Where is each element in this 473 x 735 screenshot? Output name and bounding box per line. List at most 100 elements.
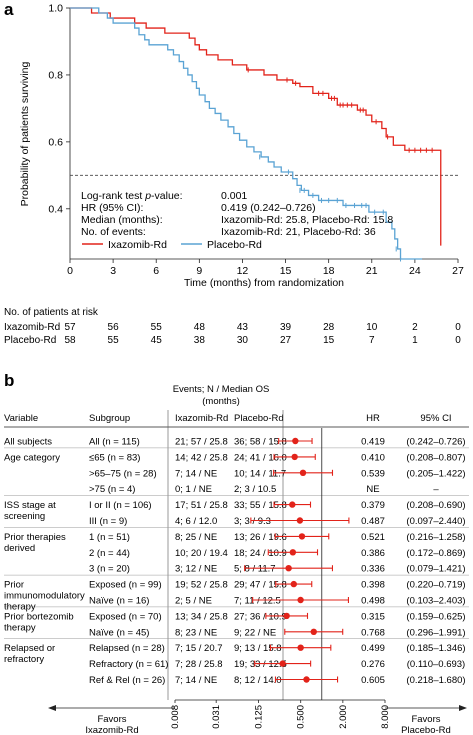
ixazomib-events: 10; 20 / 19.4 — [175, 548, 228, 559]
placebo-events: 5; 8 / 11.7 — [234, 564, 276, 575]
ixazomib-events: 19; 52 / 25.8 — [175, 580, 228, 591]
at-risk-row-label-placebo: Placebo-Rd — [4, 335, 56, 346]
forest-point — [303, 676, 310, 683]
subgroup-label: Naïve (n = 45) — [89, 627, 149, 638]
favors-left-arrowhead — [48, 705, 56, 711]
favors-right: Favors Placebo-Rd — [385, 705, 467, 735]
subgroup-label: 1 (n = 51) — [89, 532, 130, 543]
km-x-tick-label: 24 — [409, 265, 421, 277]
placebo-events: 10; 14 / 11.7 — [234, 468, 286, 479]
ci-value: (0.103–2.403) — [406, 596, 465, 607]
km-x-tick-label: 3 — [110, 265, 116, 277]
ci-value: (0.208–0.690) — [406, 500, 465, 511]
km-x-tick-label: 15 — [280, 265, 292, 277]
km-y-axis-label: Probability of patients surviving — [19, 61, 31, 206]
forest-x-tick-label: 0.500 — [296, 705, 307, 729]
forest-point — [296, 517, 304, 524]
hr-value: 0.498 — [361, 596, 385, 607]
km-x-tick-label: 6 — [153, 265, 159, 277]
subgroup-label: 3 (n = 20) — [89, 564, 130, 575]
km-curve-placebo — [70, 7, 423, 260]
header-placebo: Placebo-Rd — [234, 413, 284, 424]
forest-plot: 0.008 0.031 0.125 0.500 2.000 8.000 — [170, 428, 391, 729]
ixazomib-events: 13; 34 / 25.8 — [175, 611, 228, 622]
hr-value: 0.336 — [361, 564, 385, 575]
forest-point — [310, 628, 317, 635]
forest-point — [297, 644, 304, 651]
at-risk-row-label-ixazomib: Ixazomib-Rd — [4, 322, 60, 333]
km-x-tick-label: 9 — [196, 265, 202, 277]
forest-header: Events; N / Median OS (months) Variable … — [4, 384, 469, 700]
ci-value: (0.242–0.726) — [406, 437, 465, 448]
header-ci: 95% CI — [420, 413, 451, 424]
ci-value: (0.216–1.258) — [406, 532, 465, 543]
placebo-events: 29; 47 / 15.8 — [234, 580, 287, 591]
variable-label: Age category — [4, 452, 60, 463]
subgroup-label: Relapsed (n = 28) — [89, 643, 165, 654]
km-x-tick-label: 12 — [237, 265, 249, 277]
ixazomib-events: 17; 51 / 25.8 — [175, 500, 228, 511]
forest-x-tick-label: 8.000 — [380, 705, 391, 729]
km-y-tick-label: 0.6 — [48, 136, 63, 148]
placebo-events: 9; 13 / 15.8 — [234, 643, 282, 654]
hr-value: 0.276 — [361, 659, 385, 670]
hr-value: 0.379 — [361, 500, 385, 511]
km-x-tick-label: 18 — [323, 265, 335, 277]
header-events: Events; N / Median OS — [173, 384, 270, 395]
ixazomib-events: 0; 1 / NE — [175, 484, 212, 495]
hr-value: 0.386 — [361, 548, 385, 559]
at-risk-value: 1 — [412, 335, 418, 346]
ixazomib-events: 21; 57 / 25.8 — [175, 437, 228, 448]
forest-point — [289, 501, 296, 508]
forest-x-tick-label: 0.125 — [254, 705, 265, 729]
at-risk-value: 56 — [108, 322, 120, 333]
hr-value: 0.521 — [361, 532, 385, 543]
variable-label: derived — [4, 543, 35, 554]
ixazomib-events: 4; 6 / 12.0 — [175, 516, 217, 527]
forest-point — [297, 596, 304, 604]
variable-label: Prior bortezomib — [4, 611, 74, 622]
at-risk-value: 55 — [151, 322, 163, 333]
at-risk-value: 2 — [412, 322, 418, 333]
placebo-events: 36; 58 / 15.8 — [234, 437, 287, 448]
ci-value: (0.097–2.440) — [406, 516, 465, 527]
favors-right-line2: Placebo-Rd — [401, 725, 451, 735]
at-risk-value: 43 — [237, 322, 249, 333]
placebo-events: 2; 3 / 10.5 — [234, 484, 276, 495]
legend-label-placebo: Placebo-Rd — [207, 239, 262, 251]
at-risk-value: 10 — [366, 322, 378, 333]
forest-x-tick-label: 2.000 — [338, 705, 349, 729]
ci-value: (0.218–1.680) — [406, 675, 465, 686]
placebo-events: 18; 24 / 10.9 — [234, 548, 287, 559]
at-risk-value: 0 — [455, 335, 461, 346]
forest-x-tick-label: 0.008 — [170, 705, 181, 729]
forest-point — [289, 549, 297, 556]
stat-events-label: No. of events: — [81, 226, 146, 238]
ci-value: (0.079–1.421) — [406, 564, 465, 575]
placebo-events: 13; 26 / 19.6 — [234, 532, 287, 543]
ixazomib-events: 7; 28 / 25.8 — [175, 659, 223, 670]
placebo-events: 24; 41 / 16.0 — [234, 452, 287, 463]
subgroup-label: 2 (n = 44) — [89, 548, 130, 559]
ixazomib-events: 7; 14 / NE — [175, 468, 217, 479]
hr-value: 0.419 — [361, 437, 385, 448]
km-x-axis-label: Time (months) from randomization — [184, 277, 344, 289]
at-risk-value: 28 — [323, 322, 335, 333]
forest-point — [285, 565, 292, 572]
header-subgroup: Subgroup — [89, 413, 130, 424]
subgroup-label: I or II (n = 106) — [89, 500, 152, 511]
stat-logrank-value: 0.001 — [221, 190, 247, 202]
favors-right-arrowhead — [459, 705, 467, 711]
header-months: (months) — [202, 396, 239, 407]
at-risk-title: No. of patients at risk — [4, 307, 99, 318]
at-risk-value: 7 — [369, 335, 375, 346]
ixazomib-events: 3; 12 / NE — [175, 564, 217, 575]
hr-value: 0.410 — [361, 452, 385, 463]
hr-value: 0.398 — [361, 580, 385, 591]
at-risk-value: 39 — [280, 322, 292, 333]
at-risk-value: 38 — [194, 335, 206, 346]
forest-point — [279, 660, 286, 667]
forest-point — [290, 580, 297, 588]
ixazomib-events: 2; 5 / NE — [175, 596, 212, 607]
subgroup-label: All (n = 115) — [89, 437, 140, 448]
